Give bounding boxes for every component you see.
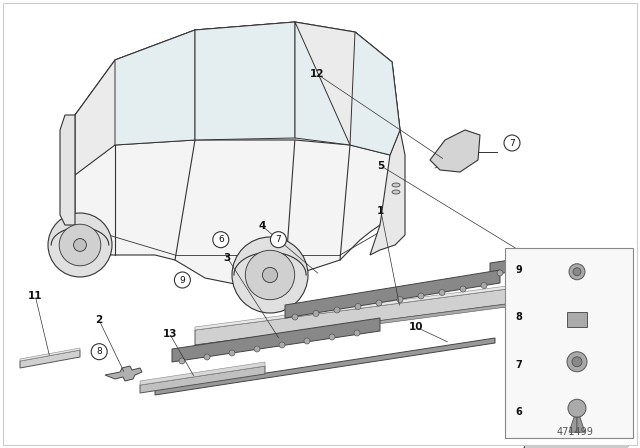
Polygon shape — [430, 130, 480, 172]
Bar — [505, 248, 633, 438]
Polygon shape — [195, 297, 560, 348]
Circle shape — [48, 213, 112, 277]
Circle shape — [355, 303, 361, 310]
Polygon shape — [172, 318, 380, 362]
Polygon shape — [525, 446, 628, 448]
Circle shape — [254, 346, 260, 352]
Text: 12: 12 — [310, 69, 324, 79]
Polygon shape — [569, 417, 577, 432]
Circle shape — [572, 357, 582, 367]
Circle shape — [204, 354, 210, 360]
Polygon shape — [55, 22, 400, 285]
FancyBboxPatch shape — [567, 312, 587, 327]
Polygon shape — [155, 338, 495, 395]
Circle shape — [229, 350, 235, 356]
Circle shape — [354, 330, 360, 336]
Circle shape — [568, 399, 586, 417]
Circle shape — [561, 260, 567, 266]
Polygon shape — [520, 446, 628, 448]
Circle shape — [304, 338, 310, 344]
Polygon shape — [115, 30, 195, 145]
Circle shape — [74, 239, 86, 251]
Circle shape — [329, 334, 335, 340]
Circle shape — [481, 283, 487, 289]
Circle shape — [497, 270, 503, 276]
Circle shape — [397, 297, 403, 302]
Circle shape — [418, 293, 424, 299]
Ellipse shape — [392, 183, 400, 187]
Circle shape — [513, 267, 519, 273]
Text: 4: 4 — [259, 221, 266, 231]
Polygon shape — [295, 22, 350, 145]
Text: 8: 8 — [516, 312, 522, 322]
Circle shape — [376, 300, 382, 306]
Circle shape — [567, 352, 587, 372]
Polygon shape — [195, 22, 295, 140]
Text: 13: 13 — [163, 329, 177, 339]
Circle shape — [179, 358, 185, 364]
Polygon shape — [490, 250, 578, 275]
Text: 7: 7 — [516, 360, 522, 370]
Text: 8: 8 — [97, 347, 102, 356]
Polygon shape — [577, 417, 585, 432]
Text: 2: 2 — [95, 315, 103, 325]
Polygon shape — [20, 350, 80, 368]
Polygon shape — [350, 32, 400, 155]
Circle shape — [262, 267, 278, 283]
Text: 471499: 471499 — [557, 427, 593, 437]
Ellipse shape — [392, 190, 400, 194]
Circle shape — [569, 264, 585, 280]
Polygon shape — [60, 115, 75, 225]
Circle shape — [439, 289, 445, 296]
Text: 7: 7 — [509, 138, 515, 147]
Circle shape — [92, 344, 108, 360]
Circle shape — [59, 224, 101, 266]
Circle shape — [212, 232, 229, 248]
Text: 6: 6 — [516, 407, 522, 417]
Polygon shape — [195, 279, 560, 330]
Circle shape — [174, 272, 191, 288]
Circle shape — [232, 237, 308, 313]
Text: 7: 7 — [276, 235, 281, 244]
Text: 1: 1 — [377, 206, 385, 215]
Polygon shape — [195, 282, 560, 345]
Polygon shape — [140, 366, 265, 393]
Text: 11: 11 — [28, 291, 42, 301]
Text: 10: 10 — [409, 322, 423, 332]
Polygon shape — [370, 130, 405, 255]
Polygon shape — [105, 366, 142, 381]
Text: 9: 9 — [180, 276, 185, 284]
Circle shape — [460, 286, 466, 292]
Polygon shape — [285, 270, 500, 318]
Circle shape — [279, 342, 285, 348]
Circle shape — [334, 307, 340, 313]
Text: 6: 6 — [218, 235, 223, 244]
Circle shape — [245, 250, 294, 300]
Polygon shape — [20, 348, 80, 361]
Text: 9: 9 — [516, 265, 522, 275]
Circle shape — [313, 310, 319, 316]
Circle shape — [504, 135, 520, 151]
Circle shape — [529, 265, 535, 271]
Text: 3: 3 — [223, 253, 231, 263]
Polygon shape — [140, 362, 265, 385]
Circle shape — [573, 268, 581, 276]
Text: 5: 5 — [377, 161, 385, 171]
Polygon shape — [75, 22, 400, 175]
Circle shape — [270, 232, 287, 248]
Circle shape — [545, 263, 551, 268]
Circle shape — [292, 314, 298, 320]
